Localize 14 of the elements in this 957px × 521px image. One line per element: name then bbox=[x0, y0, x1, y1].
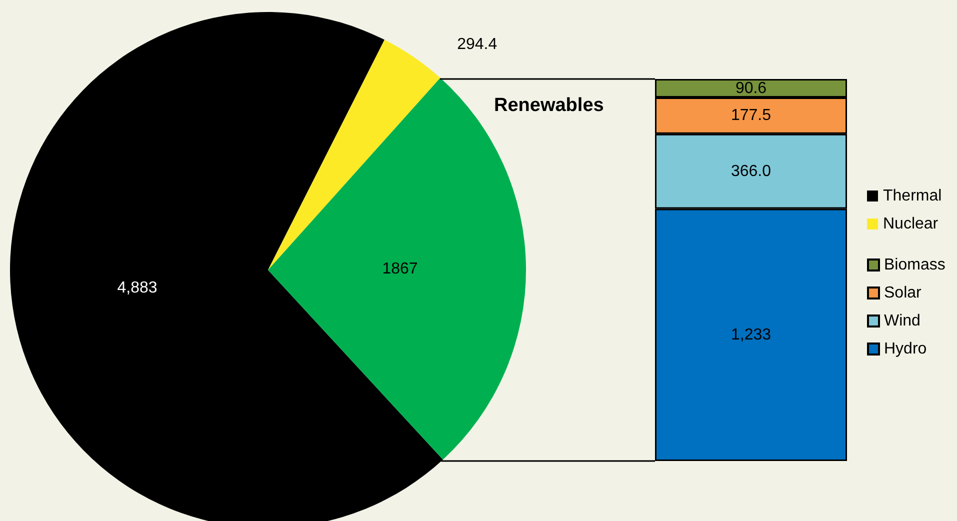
legend-label: Thermal bbox=[883, 188, 942, 204]
legend-label: Nuclear bbox=[883, 216, 939, 232]
legend-label: Wind bbox=[884, 312, 920, 330]
data-label: 90.6 bbox=[735, 80, 767, 97]
data-label: 366.0 bbox=[730, 162, 772, 180]
data-label: 1867 bbox=[382, 260, 418, 278]
legend-label: Biomass bbox=[884, 256, 946, 274]
data-label: 294.4 bbox=[457, 36, 498, 54]
data-label: 1,233 bbox=[730, 326, 772, 344]
legend-label: Hydro bbox=[884, 340, 927, 358]
legend-label: Solar bbox=[884, 284, 922, 302]
text: Renewables bbox=[494, 95, 604, 116]
data-label: 177.5 bbox=[730, 107, 772, 124]
data-label: 4,883 bbox=[117, 280, 158, 297]
